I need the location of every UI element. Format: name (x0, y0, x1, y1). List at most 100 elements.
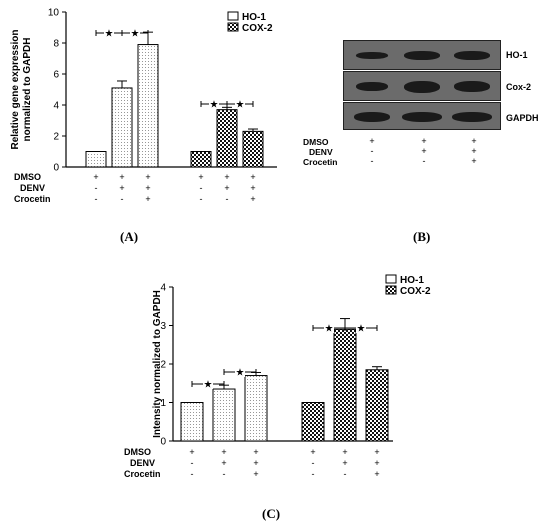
significance-star-bg (203, 379, 213, 389)
blot-row-cox2 (343, 71, 501, 101)
condition-sign: + (253, 458, 258, 468)
bar (333, 328, 357, 442)
significance-star-bg (235, 99, 245, 109)
condition-sign: - (191, 469, 194, 479)
significance-star-bg (209, 99, 219, 109)
significance-star: ★ (210, 100, 219, 111)
significance-star: ★ (204, 380, 213, 391)
blot-condition-denv: DENV (309, 147, 333, 157)
significance-star: ★ (236, 368, 245, 379)
bar (242, 130, 264, 168)
condition-sign: + (250, 194, 255, 204)
condition-sign: - (200, 194, 203, 204)
blot-label-cox2: Cox-2 (506, 82, 532, 92)
condition-sign: + (374, 447, 379, 457)
legend-swatch (385, 274, 397, 284)
bar (137, 44, 159, 168)
condition-sign: + (253, 447, 258, 457)
bar (85, 151, 107, 168)
bar (301, 402, 325, 442)
condition-sign: + (250, 183, 255, 193)
blot-band (452, 112, 492, 122)
bar (190, 151, 212, 168)
y-tick-label: 1 (160, 398, 166, 409)
significance-star-bg (104, 28, 114, 38)
blot-label-ho1: HO-1 (506, 50, 528, 60)
blot-sign: + (471, 136, 477, 146)
y-tick-label: 6 (53, 70, 59, 81)
significance-star-bg (130, 28, 140, 38)
bar (212, 388, 236, 442)
blot-band (356, 82, 388, 91)
y-axis-label: Intensity normalized to GAPDH (152, 290, 163, 438)
significance-star-bg (324, 323, 334, 333)
y-tick-label: 2 (53, 132, 59, 143)
y-tick-label: 0 (160, 437, 166, 448)
condition-sign: + (145, 183, 150, 193)
blot-condition-dmso: DMSO (303, 137, 329, 147)
bar (111, 87, 133, 168)
blot-label-gapdh: GAPDH (506, 113, 539, 123)
blot-band (454, 81, 490, 92)
bar (244, 375, 268, 442)
condition-label: Crocetin (124, 469, 161, 479)
legend-swatch (227, 11, 239, 21)
western-blot-image (343, 40, 501, 130)
condition-sign: + (224, 172, 229, 182)
blot-sign: - (370, 146, 374, 156)
condition-sign: - (95, 194, 98, 204)
condition-sign: + (224, 183, 229, 193)
condition-sign: - (344, 469, 347, 479)
blot-band (354, 112, 390, 122)
significance-star: ★ (357, 324, 366, 335)
condition-sign: + (342, 447, 347, 457)
significance-star-bg (356, 323, 366, 333)
legend-label: HO-1 (400, 275, 424, 286)
condition-label: DMSO (14, 172, 41, 182)
bar (216, 109, 238, 168)
condition-sign: + (310, 447, 315, 457)
condition-sign: + (253, 469, 258, 479)
blot-sign: - (370, 156, 374, 166)
condition-sign: - (200, 183, 203, 193)
y-tick-label: 2 (160, 360, 166, 371)
blot-sign: + (369, 136, 375, 146)
legend-label: HO-1 (242, 12, 266, 23)
bar (180, 402, 204, 442)
blot-band (454, 51, 490, 60)
condition-sign: + (93, 172, 98, 182)
condition-sign: - (121, 194, 124, 204)
bar (365, 369, 389, 442)
condition-label: DENV (20, 183, 45, 193)
legend-label: COX-2 (242, 23, 273, 34)
y-tick-label: 10 (48, 8, 60, 19)
y-tick-label: 3 (160, 321, 166, 332)
blot-row-ho1 (343, 40, 501, 70)
y-axis-label: Relative gene expression (10, 29, 21, 149)
chart-panel-a: 0 2 4 6 8 10 Relative gene expression normalize… (10, 8, 277, 204)
blot-sign: + (471, 146, 477, 156)
condition-sign: + (374, 458, 379, 468)
blot-sign: + (421, 136, 427, 146)
condition-sign: - (191, 458, 194, 468)
blot-band (356, 52, 388, 59)
significance-star: ★ (131, 29, 140, 40)
blot-band (402, 112, 442, 122)
condition-sign: + (342, 458, 347, 468)
significance-star: ★ (105, 29, 114, 40)
blot-sign: - (422, 156, 426, 166)
y-tick-label: 0 (53, 163, 59, 174)
condition-sign: + (374, 469, 379, 479)
legend-swatch (227, 22, 239, 32)
condition-sign: + (145, 172, 150, 182)
y-axis-label: normalized to GAPDH (22, 38, 33, 142)
condition-sign: + (189, 447, 194, 457)
condition-label: Crocetin (14, 194, 51, 204)
panel-label-b: (B) (413, 229, 431, 244)
significance-star: ★ (236, 100, 245, 111)
y-tick-label: 8 (53, 39, 59, 50)
condition-sign: + (145, 194, 150, 204)
legend-label: COX-2 (400, 286, 431, 297)
